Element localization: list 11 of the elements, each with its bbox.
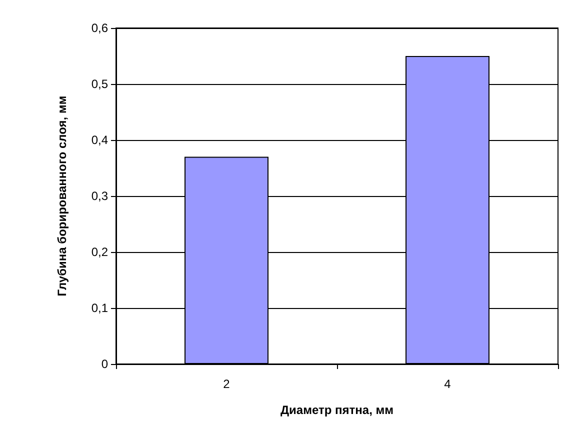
y-tick-label: 0	[101, 357, 108, 371]
y-tick-label: 0,2	[91, 245, 108, 259]
x-tick-label: 4	[444, 377, 452, 391]
y-tick-label: 0,3	[91, 189, 108, 203]
y-tick-label: 0,5	[91, 77, 108, 91]
y-tick-label: 0,1	[91, 301, 108, 315]
y-tick-label: 0,4	[91, 133, 108, 147]
x-tick-label: 2	[223, 377, 230, 391]
x-axis-title: Диаметр пятна, мм	[280, 403, 394, 417]
y-axis-title: Глубина борированного слоя, мм	[55, 96, 69, 296]
y-tick-label: 0,6	[91, 21, 108, 35]
